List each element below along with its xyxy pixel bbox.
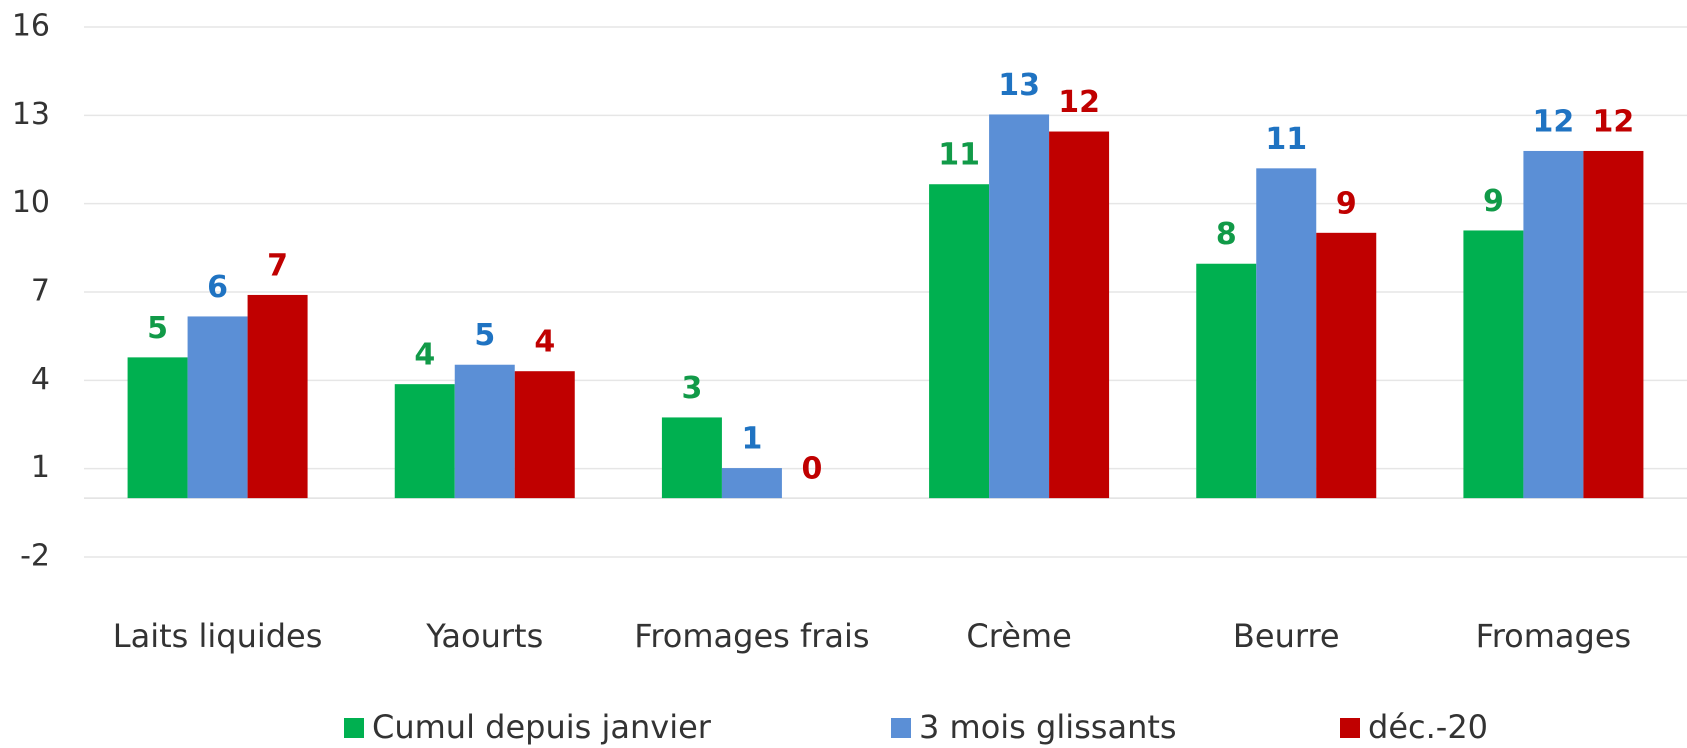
bar (514, 371, 575, 499)
legend-label: déc.-20 (1368, 708, 1488, 746)
value-label: 0 (801, 452, 822, 487)
x-tick-label: Fromages (1476, 617, 1632, 655)
x-tick-label: Yaourts (425, 617, 543, 655)
x-tick-label: Fromages frais (634, 617, 869, 655)
value-label: 4 (534, 325, 555, 360)
bar (661, 417, 722, 499)
bar (127, 357, 188, 499)
value-label: 7 (267, 248, 288, 283)
value-label: 1 (741, 422, 762, 457)
legend-label: Cumul depuis janvier (372, 708, 712, 746)
value-label: 9 (1483, 184, 1504, 219)
x-tick-label: Crème (966, 617, 1071, 655)
value-label: 11 (938, 138, 980, 173)
y-tick-label: 7 (31, 274, 50, 309)
value-label: 13 (998, 68, 1040, 103)
value-label: 12 (1533, 104, 1575, 139)
x-tick-label: Beurre (1233, 617, 1340, 655)
y-tick-label: 16 (12, 9, 50, 44)
legend-label: 3 mois glissants (919, 708, 1177, 746)
bar (1463, 230, 1524, 499)
bar (929, 184, 990, 499)
value-label: 8 (1216, 217, 1237, 252)
bar (1049, 131, 1110, 499)
bar (394, 384, 455, 499)
bar (721, 468, 782, 499)
value-label: 4 (414, 338, 435, 373)
y-tick-label: 1 (31, 450, 50, 485)
y-tick-label: 13 (12, 97, 50, 132)
bar (1196, 263, 1257, 499)
bar (247, 294, 308, 499)
legend-swatch (891, 718, 911, 738)
value-label: 12 (1593, 104, 1635, 139)
value-label: 3 (681, 371, 702, 406)
value-label: 5 (474, 318, 495, 353)
bar (187, 316, 248, 499)
bar (1583, 150, 1644, 499)
bar (1316, 232, 1377, 499)
y-tick-label: 4 (31, 362, 50, 397)
value-label: 6 (207, 270, 228, 305)
legend-swatch (1340, 718, 1360, 738)
y-tick-label: 10 (12, 185, 50, 220)
value-label: 11 (1265, 122, 1307, 157)
y-tick-label: -2 (20, 539, 50, 574)
value-label: 5 (147, 311, 168, 346)
bar (989, 114, 1050, 499)
bar (1256, 168, 1317, 499)
bar (1523, 150, 1584, 499)
bar (454, 364, 515, 499)
legend-swatch (344, 718, 364, 738)
value-label: 12 (1058, 85, 1100, 120)
value-label: 9 (1336, 186, 1357, 221)
x-tick-label: Laits liquides (113, 617, 323, 655)
